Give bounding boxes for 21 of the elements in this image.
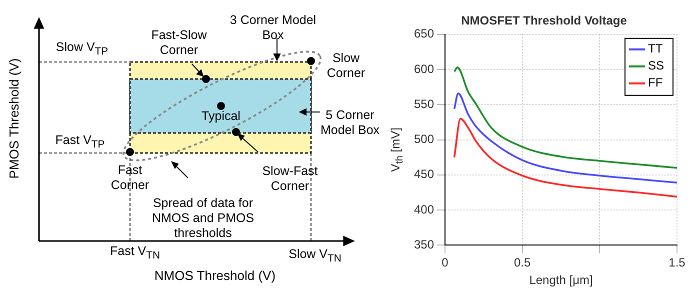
y-tick-label: 500	[414, 132, 434, 146]
text: PMOS Threshold (V)	[6, 57, 22, 181]
y-tick-label: 550	[414, 96, 434, 111]
y-tick-label: 450	[414, 167, 434, 182]
y-tick-label: 600	[414, 62, 434, 76]
legend-label: FF	[648, 76, 663, 90]
text: NMOS Threshold (V)	[153, 268, 277, 283]
legend-label: SS	[648, 58, 664, 73]
chart-title: NMOSFET Threshold Voltage	[461, 14, 628, 28]
text: Fast V$_{TN}$	[109, 244, 161, 264]
x-axis-title: Length [μm]	[529, 273, 593, 288]
line-series	[453, 92, 677, 184]
x-tick-label: 1.5	[668, 256, 686, 270]
y-tick-label: 400	[414, 202, 434, 216]
x-tick-label: 0	[442, 256, 449, 270]
y-tick-label: 650	[414, 26, 434, 41]
text: Slow V$_{TN}$	[288, 247, 342, 266]
legend-label: TT	[648, 42, 664, 56]
line-series	[453, 118, 677, 198]
y-tick-label: 350	[414, 238, 434, 252]
x-tick-label: 0.5	[514, 256, 532, 270]
